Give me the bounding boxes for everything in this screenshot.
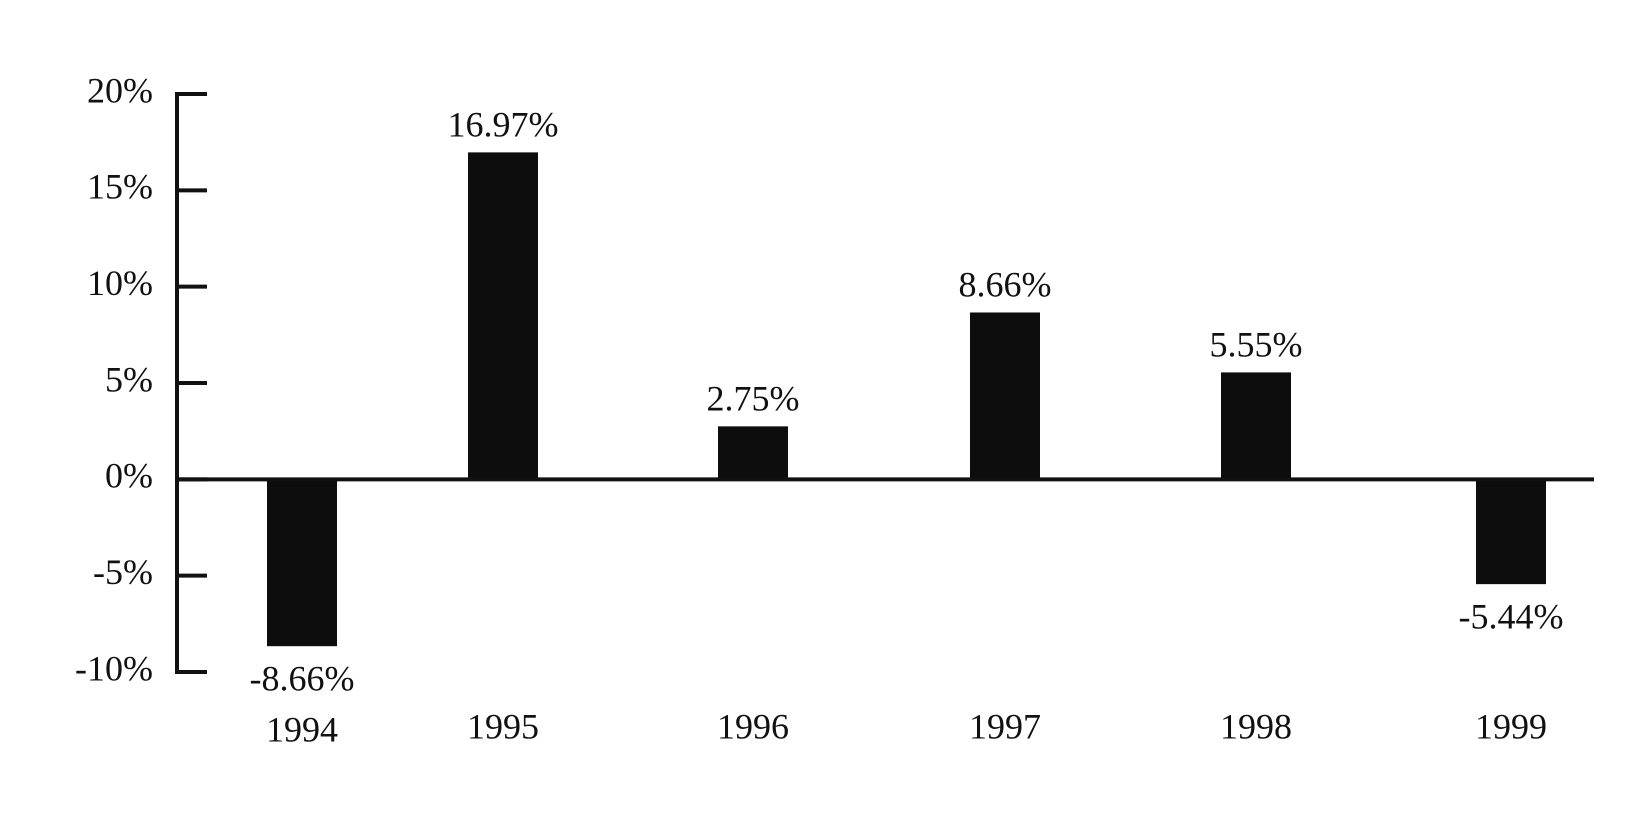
y-tick-label: 15% [87,167,153,207]
x-tick-label: 1996 [717,706,789,746]
bar [1476,479,1546,585]
y-tick-label: 0% [105,456,153,496]
y-tick-label: 10% [87,263,153,303]
x-tick-label: 1995 [467,706,539,746]
value-label: 2.75% [707,379,800,419]
bar [718,426,788,480]
y-tick-label: -10% [75,648,153,688]
bar [468,152,538,480]
x-tick-label: 1999 [1475,706,1547,746]
value-label: 16.97% [448,105,559,145]
x-tick-label: 1997 [969,706,1041,746]
x-tick-label: 1994 [266,709,338,749]
bar [1221,372,1291,480]
bar [970,312,1040,480]
value-label: -5.44% [1459,596,1564,636]
value-label: -8.66% [250,658,355,698]
y-tick-label: 20% [87,70,153,110]
value-label: 8.66% [959,265,1052,305]
x-tick-label: 1998 [1220,706,1292,746]
y-tick-label: -5% [93,552,153,592]
value-label: 5.55% [1210,325,1303,365]
y-tick-label: 5% [105,359,153,399]
bar [267,479,337,647]
